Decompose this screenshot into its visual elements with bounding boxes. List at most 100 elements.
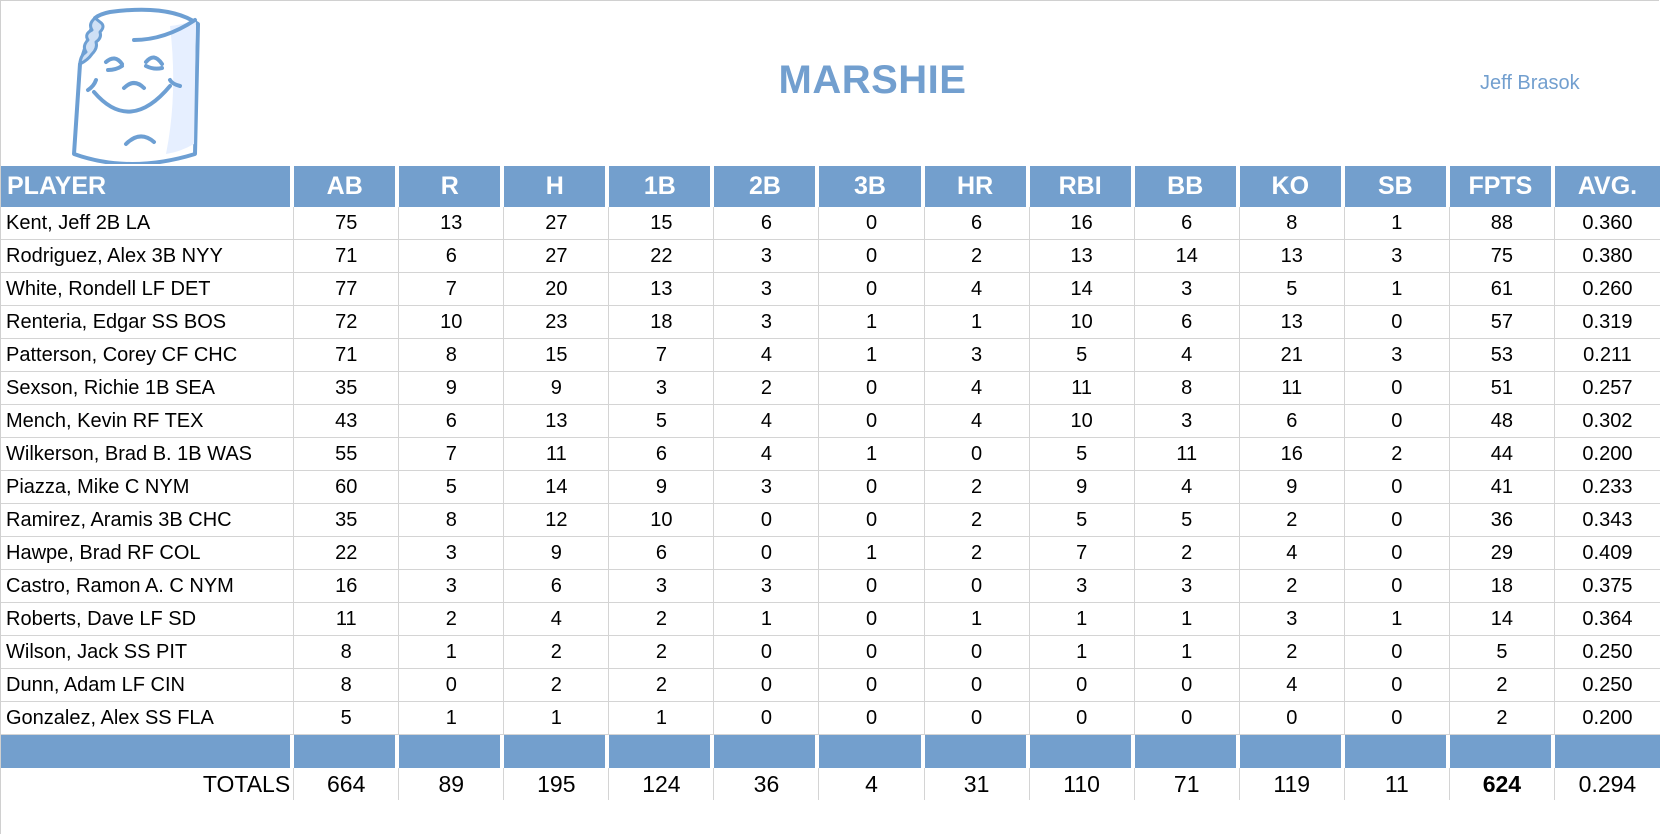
cell-r[interactable]: 1 — [399, 636, 505, 669]
column-header-hr[interactable]: HR — [924, 166, 1030, 207]
cell-1b[interactable]: 2 — [609, 669, 715, 702]
cell-fpts[interactable]: 2 — [1449, 702, 1555, 735]
cell-h[interactable]: 15 — [504, 339, 610, 372]
cell-ab[interactable]: 22 — [294, 537, 400, 570]
cell-1b[interactable]: 3 — [609, 570, 715, 603]
cell-3b[interactable]: 0 — [819, 405, 925, 438]
cell-avg[interactable]: 0.257 — [1554, 372, 1660, 405]
cell-bb[interactable]: 2 — [1134, 537, 1240, 570]
cell-ko[interactable]: 4 — [1239, 669, 1345, 702]
cell-r[interactable]: 5 — [399, 471, 505, 504]
cell-hr[interactable]: 1 — [924, 306, 1030, 339]
cell-avg[interactable]: 0.211 — [1554, 339, 1660, 372]
cell-sb[interactable]: 1 — [1344, 603, 1450, 636]
column-header-3b[interactable]: 3B — [819, 166, 925, 207]
cell-rbi[interactable]: 0 — [1029, 669, 1135, 702]
cell-3b[interactable]: 1 — [819, 537, 925, 570]
cell-rbi[interactable]: 10 — [1029, 405, 1135, 438]
cell-2b[interactable]: 4 — [714, 339, 820, 372]
column-header-ab[interactable]: AB — [294, 166, 400, 207]
column-header-player[interactable]: PLAYER — [1, 166, 295, 207]
cell-ab[interactable]: 11 — [294, 603, 400, 636]
cell-sb[interactable]: 0 — [1344, 504, 1450, 537]
cell-hr[interactable]: 0 — [924, 438, 1030, 471]
cell-2b[interactable]: 4 — [714, 405, 820, 438]
cell-rbi[interactable]: 7 — [1029, 537, 1135, 570]
separator-cell[interactable] — [1239, 735, 1345, 768]
cell-player-name[interactable]: Castro, Ramon A. C NYM — [1, 570, 295, 603]
total-hr[interactable]: 31 — [925, 768, 1030, 800]
cell-bb[interactable]: 8 — [1134, 372, 1240, 405]
total-3b[interactable]: 4 — [819, 768, 925, 800]
cell-hr[interactable]: 2 — [924, 537, 1030, 570]
separator-cell[interactable] — [399, 735, 505, 768]
cell-3b[interactable]: 0 — [819, 603, 925, 636]
cell-r[interactable]: 2 — [399, 603, 505, 636]
cell-3b[interactable]: 0 — [819, 504, 925, 537]
cell-h[interactable]: 14 — [504, 471, 610, 504]
separator-cell[interactable] — [819, 735, 925, 768]
cell-1b[interactable]: 15 — [609, 207, 715, 240]
cell-2b[interactable]: 3 — [714, 570, 820, 603]
cell-hr[interactable]: 1 — [924, 603, 1030, 636]
cell-bb[interactable]: 0 — [1134, 669, 1240, 702]
separator-cell[interactable] — [714, 735, 820, 768]
cell-rbi[interactable]: 5 — [1029, 438, 1135, 471]
cell-hr[interactable]: 0 — [924, 669, 1030, 702]
cell-sb[interactable]: 0 — [1344, 372, 1450, 405]
column-header-bb[interactable]: BB — [1134, 166, 1240, 207]
cell-player-name[interactable]: Piazza, Mike C NYM — [1, 471, 295, 504]
cell-rbi[interactable]: 14 — [1029, 273, 1135, 306]
cell-3b[interactable]: 1 — [819, 339, 925, 372]
cell-3b[interactable]: 1 — [819, 438, 925, 471]
cell-h[interactable]: 9 — [504, 537, 610, 570]
cell-3b[interactable]: 0 — [819, 240, 925, 273]
cell-r[interactable]: 6 — [399, 405, 505, 438]
cell-2b[interactable]: 0 — [714, 537, 820, 570]
cell-avg[interactable]: 0.375 — [1554, 570, 1660, 603]
cell-player-name[interactable]: Kent, Jeff 2B LA — [1, 207, 295, 240]
total-sb[interactable]: 11 — [1345, 768, 1450, 800]
cell-hr[interactable]: 4 — [924, 372, 1030, 405]
cell-2b[interactable]: 3 — [714, 471, 820, 504]
separator-cell[interactable] — [924, 735, 1030, 768]
separator-cell[interactable] — [609, 735, 715, 768]
cell-3b[interactable]: 0 — [819, 372, 925, 405]
cell-fpts[interactable]: 41 — [1449, 471, 1555, 504]
cell-r[interactable]: 3 — [399, 537, 505, 570]
cell-ab[interactable]: 35 — [294, 504, 400, 537]
cell-ko[interactable]: 21 — [1239, 339, 1345, 372]
cell-player-name[interactable]: Ramirez, Aramis 3B CHC — [1, 504, 295, 537]
cell-fpts[interactable]: 48 — [1449, 405, 1555, 438]
cell-r[interactable]: 0 — [399, 669, 505, 702]
cell-ko[interactable]: 4 — [1239, 537, 1345, 570]
cell-2b[interactable]: 6 — [714, 207, 820, 240]
cell-1b[interactable]: 6 — [609, 537, 715, 570]
column-header-r[interactable]: R — [399, 166, 505, 207]
cell-1b[interactable]: 2 — [609, 603, 715, 636]
cell-bb[interactable]: 6 — [1134, 306, 1240, 339]
cell-1b[interactable]: 6 — [609, 438, 715, 471]
cell-player-name[interactable]: Mench, Kevin RF TEX — [1, 405, 295, 438]
cell-h[interactable]: 13 — [504, 405, 610, 438]
cell-bb[interactable]: 1 — [1134, 636, 1240, 669]
cell-rbi[interactable]: 13 — [1029, 240, 1135, 273]
column-header-sb[interactable]: SB — [1344, 166, 1450, 207]
cell-player-name[interactable]: Gonzalez, Alex SS FLA — [1, 702, 295, 735]
total-bb[interactable]: 71 — [1135, 768, 1240, 800]
column-header-h[interactable]: H — [504, 166, 610, 207]
cell-ko[interactable]: 3 — [1239, 603, 1345, 636]
cell-h[interactable]: 6 — [504, 570, 610, 603]
cell-bb[interactable]: 4 — [1134, 471, 1240, 504]
cell-r[interactable]: 13 — [399, 207, 505, 240]
cell-player-name[interactable]: Wilkerson, Brad B. 1B WAS — [1, 438, 295, 471]
cell-ko[interactable]: 13 — [1239, 306, 1345, 339]
cell-ko[interactable]: 8 — [1239, 207, 1345, 240]
cell-hr[interactable]: 6 — [924, 207, 1030, 240]
cell-ko[interactable]: 6 — [1239, 405, 1345, 438]
cell-avg[interactable]: 0.302 — [1554, 405, 1660, 438]
cell-ab[interactable]: 8 — [294, 669, 400, 702]
separator-cell[interactable] — [294, 735, 400, 768]
cell-hr[interactable]: 0 — [924, 702, 1030, 735]
cell-bb[interactable]: 1 — [1134, 603, 1240, 636]
